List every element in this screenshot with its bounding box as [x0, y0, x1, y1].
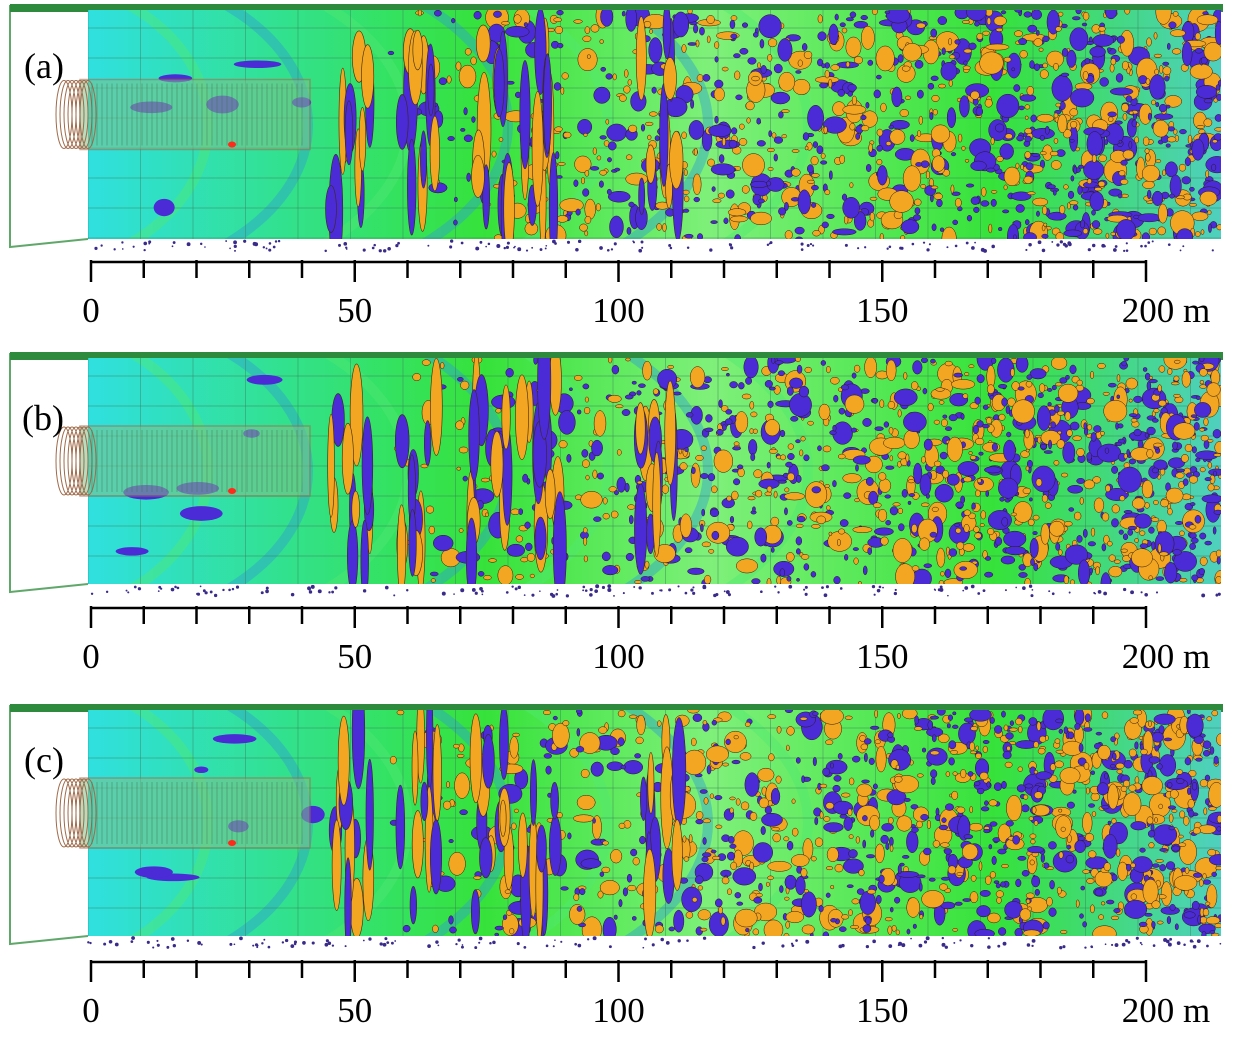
distance-axis-c: 0 50 100 150 200 m	[82, 960, 1210, 1030]
box-frame-top	[10, 704, 1223, 712]
source-marker	[228, 488, 236, 494]
simulation-image-b	[9, 352, 1223, 598]
distance-axis-b: 0 50 100 150 200 m	[82, 606, 1210, 676]
panel-label-c: (c)	[24, 740, 64, 780]
panel-label-b: (b)	[22, 398, 64, 438]
tick-label: 150	[856, 991, 909, 1030]
tick-label: 50	[337, 637, 372, 676]
simulation-image-c	[9, 704, 1223, 950]
distance-axis-a: 0 50 100 150 200 m	[82, 260, 1210, 330]
tick-label: 200 m	[1122, 991, 1210, 1030]
tick-label: 150	[856, 637, 909, 676]
tick-label: 0	[82, 291, 100, 330]
tunnel-model	[79, 777, 311, 849]
panel-label-a: (a)	[24, 46, 64, 86]
tick-label: 200 m	[1122, 637, 1210, 676]
tick-label: 100	[592, 637, 645, 676]
tunnel-model	[79, 78, 311, 151]
box-frame-top	[10, 4, 1223, 12]
simulation-image-a	[9, 4, 1223, 253]
velocity-field	[88, 10, 1221, 239]
tick-label: 200 m	[1122, 291, 1210, 330]
tick-label: 0	[82, 637, 100, 676]
tick-label: 100	[592, 291, 645, 330]
box-frame-top	[10, 352, 1223, 360]
tick-label: 50	[337, 291, 372, 330]
source-marker	[228, 840, 236, 846]
tick-label: 0	[82, 991, 100, 1030]
source-marker	[228, 141, 236, 148]
tunnel-model	[79, 425, 311, 497]
tick-label: 100	[592, 991, 645, 1030]
tick-label: 150	[856, 291, 909, 330]
tick-label: 50	[337, 991, 372, 1030]
velocity-field	[88, 710, 1221, 936]
